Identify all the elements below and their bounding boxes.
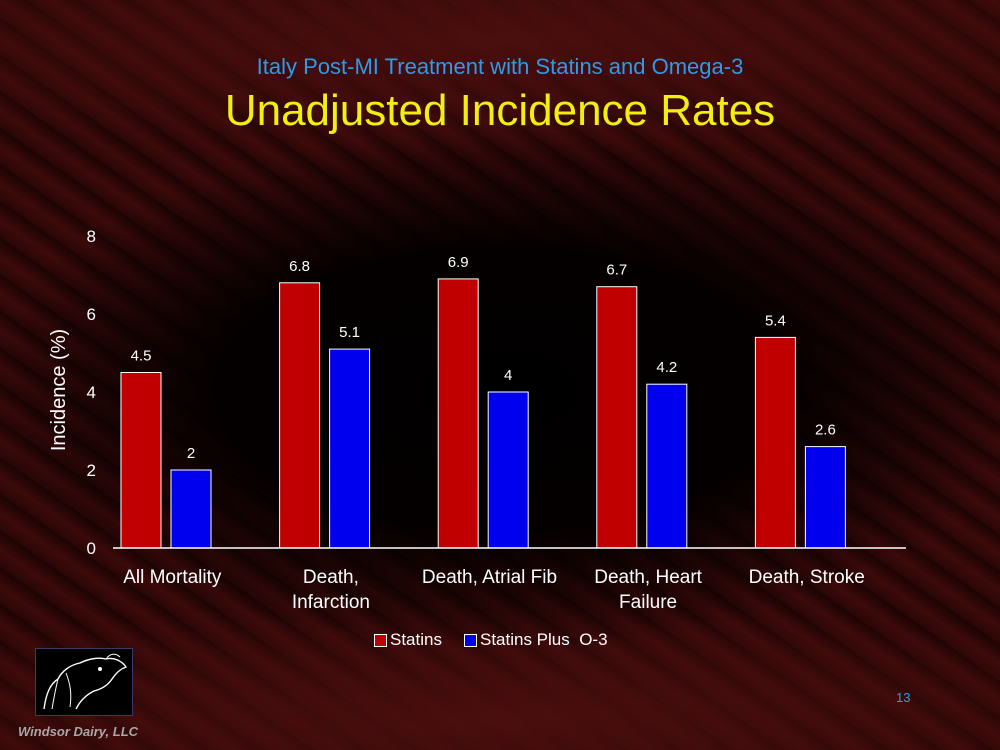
x-category-label: Infarction [292,592,370,613]
legend-item-statins: Statins [374,630,442,650]
bar-statins [437,278,479,549]
bar-statins-plus-o3 [646,383,688,549]
x-category-label: Death, [303,567,359,588]
legend-swatch-statins-plus-o3 [463,633,477,647]
company-name: Windsor Dairy, LLC [18,724,139,739]
bar-statins [596,286,638,549]
data-label: 4.5 [131,348,152,365]
y-axis-label: Incidence (%) [48,329,70,451]
x-category-label: Failure [619,592,677,613]
x-category-label: Death, Stroke [749,567,865,588]
data-label: 6.7 [606,262,627,279]
data-label: 5.4 [765,312,786,329]
slide-title: Unadjusted Incidence Rates [224,86,776,135]
y-tick-label: 2 [87,461,96,480]
bar-statins [279,282,321,549]
x-category-label: Death, Heart [594,567,702,588]
data-label: 4 [504,367,512,384]
bar-statins-plus-o3 [487,391,529,549]
horse-head-logo-icon [35,648,133,716]
bar-statins-plus-o3 [170,469,212,549]
page-number: 13 [896,690,911,705]
data-label: 6.9 [448,254,469,271]
slide-subtitle: Italy Post-MI Treatment with Statins and… [256,54,744,79]
y-tick-label: 6 [87,305,96,324]
y-tick-label: 0 [87,539,96,558]
data-label: 5.1 [339,324,360,341]
x-category-label: All Mortality [123,567,222,588]
bar-statins [754,336,796,549]
data-label: 6.8 [289,258,310,275]
legend-swatch-statins [374,633,387,647]
y-tick-label: 8 [87,227,96,246]
x-category-label: Death, Atrial Fib [422,567,557,588]
legend-item-statins-plus-o3: Statins Plus O-3 [463,630,608,650]
legend-label-statins: Statins [390,630,442,649]
data-label: 2.6 [815,422,836,439]
data-label: 4.2 [656,359,677,376]
chart-legend: Statins Statins Plus O-3 [374,630,630,650]
y-tick-label: 4 [87,383,96,402]
data-label: 2 [187,445,195,462]
bar-statins [120,372,162,549]
legend-label-statins-plus-o3: Statins Plus O-3 [479,630,608,649]
bar-statins-plus-o3 [804,446,846,549]
bar-statins-plus-o3 [329,348,371,549]
